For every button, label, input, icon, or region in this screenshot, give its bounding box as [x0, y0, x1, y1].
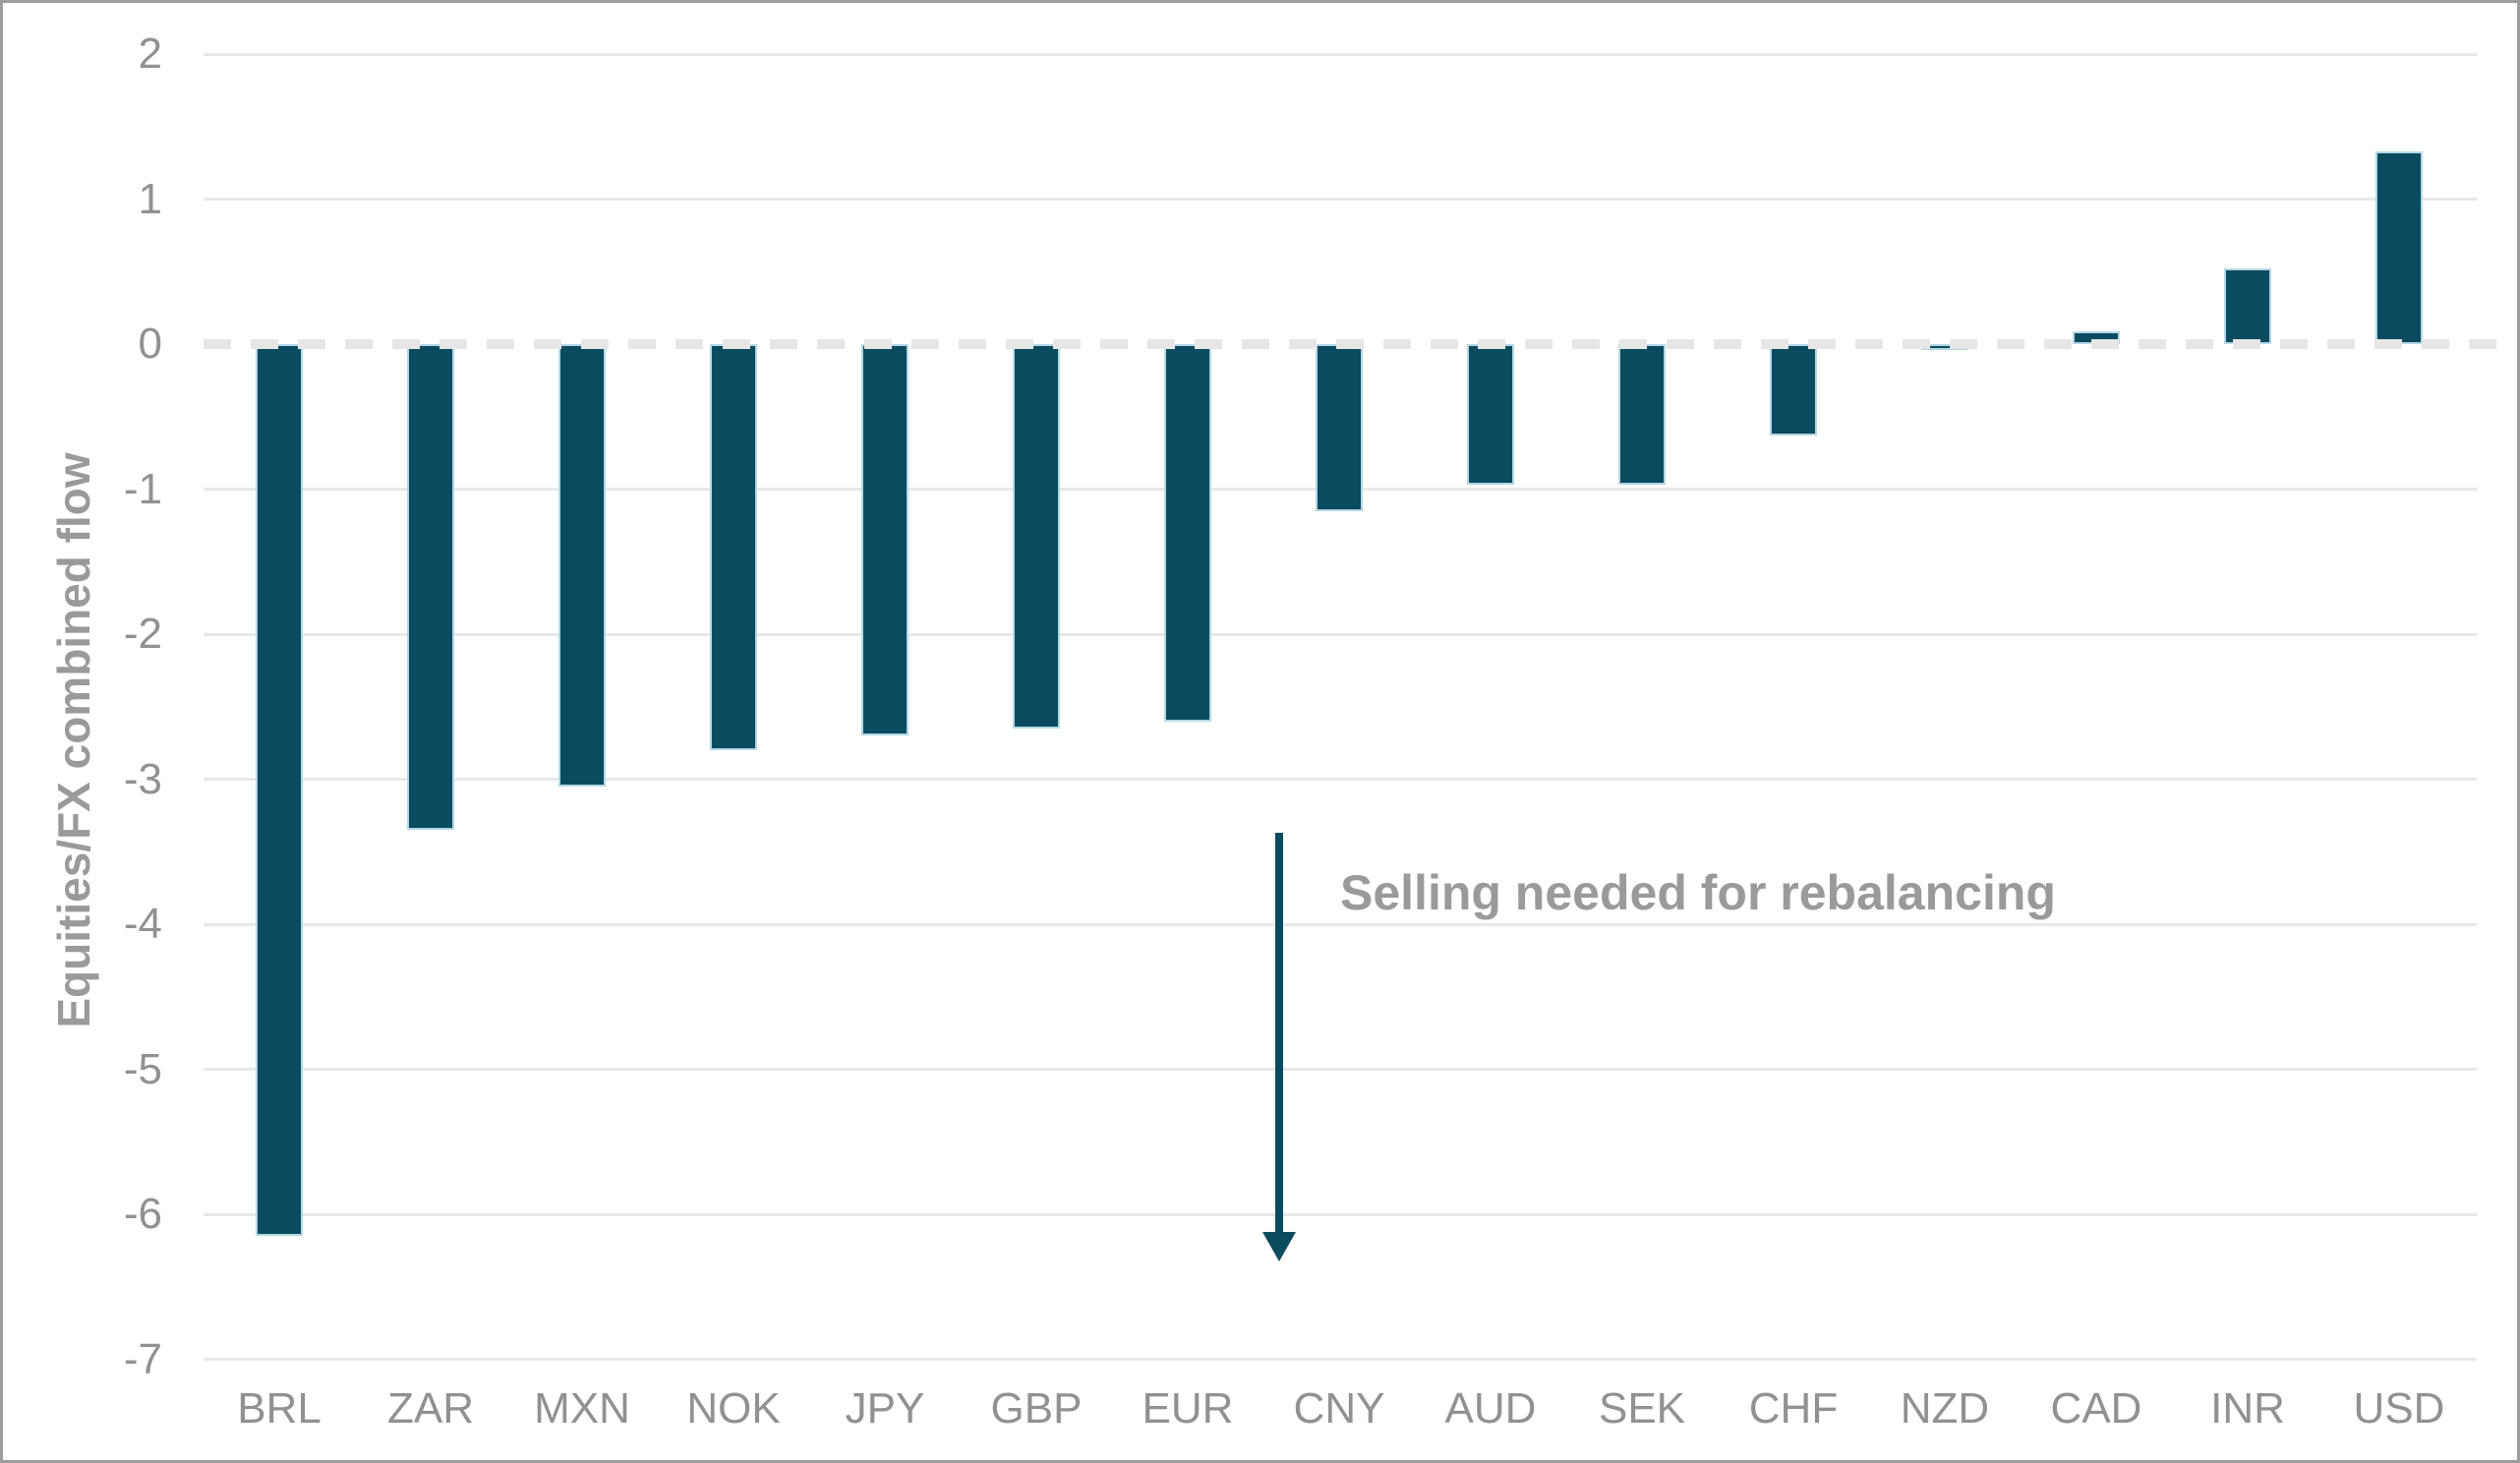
bar-CHF	[1770, 344, 1817, 436]
x-label-SEK: SEK	[1598, 1384, 1686, 1433]
y-tick-label: -4	[123, 900, 162, 948]
x-label-BRL: BRL	[237, 1384, 322, 1433]
x-label-CAD: CAD	[2050, 1384, 2142, 1433]
bar-MXN	[558, 344, 606, 787]
x-label-CHF: CHF	[1748, 1384, 1839, 1433]
gridline-y1	[204, 198, 2477, 201]
x-label-JPY: JPY	[845, 1384, 925, 1433]
bar-USD	[2375, 150, 2423, 344]
x-label-ZAR: ZAR	[387, 1384, 474, 1433]
x-label-NZD: NZD	[1900, 1384, 1990, 1433]
gridline-y-2	[204, 632, 2477, 636]
gridline-y-4	[204, 922, 2477, 926]
y-tick-label: -1	[123, 464, 162, 513]
x-label-INR: INR	[2210, 1384, 2285, 1433]
bar-BRL	[256, 344, 303, 1237]
y-tick-label: 0	[138, 320, 162, 368]
annotation-arrow-line	[1275, 833, 1283, 1232]
y-tick-label: -2	[123, 610, 162, 658]
bar-ZAR	[407, 344, 454, 831]
y-tick-label: -5	[123, 1044, 162, 1093]
x-label-NOK: NOK	[686, 1384, 781, 1433]
annotation-arrow-head-icon	[1262, 1232, 1296, 1261]
x-label-CNY: CNY	[1293, 1384, 1385, 1433]
bar-SEK	[1618, 344, 1666, 486]
y-tick-label: 1	[138, 174, 162, 223]
x-label-AUD: AUD	[1444, 1384, 1537, 1433]
x-label-USD: USD	[2353, 1384, 2445, 1433]
zero-dashed-line	[204, 339, 2502, 349]
y-tick-label: 2	[138, 29, 162, 78]
gridline-y-6	[204, 1212, 2477, 1216]
x-label-EUR: EUR	[1142, 1384, 1234, 1433]
bar-JPY	[861, 344, 908, 736]
gridline-y2	[204, 52, 2477, 56]
x-label-MXN: MXN	[534, 1384, 630, 1433]
gridline-y-3	[204, 778, 2477, 781]
y-tick-label: -7	[123, 1334, 162, 1383]
y-tick-label: -3	[123, 754, 162, 803]
bar-GBP	[1013, 344, 1060, 729]
bar-NOK	[710, 344, 757, 750]
gridline-y-7	[204, 1358, 2477, 1361]
x-label-GBP: GBP	[990, 1384, 1083, 1433]
bar-AUD	[1467, 344, 1514, 486]
gridline-y-5	[204, 1068, 2477, 1071]
bar-EUR	[1164, 344, 1211, 722]
y-tick-label: -6	[123, 1190, 162, 1238]
annotation-label: Selling needed for rebalancing	[1340, 865, 2056, 920]
bar-INR	[2224, 268, 2271, 344]
bar-CNY	[1316, 344, 1363, 511]
